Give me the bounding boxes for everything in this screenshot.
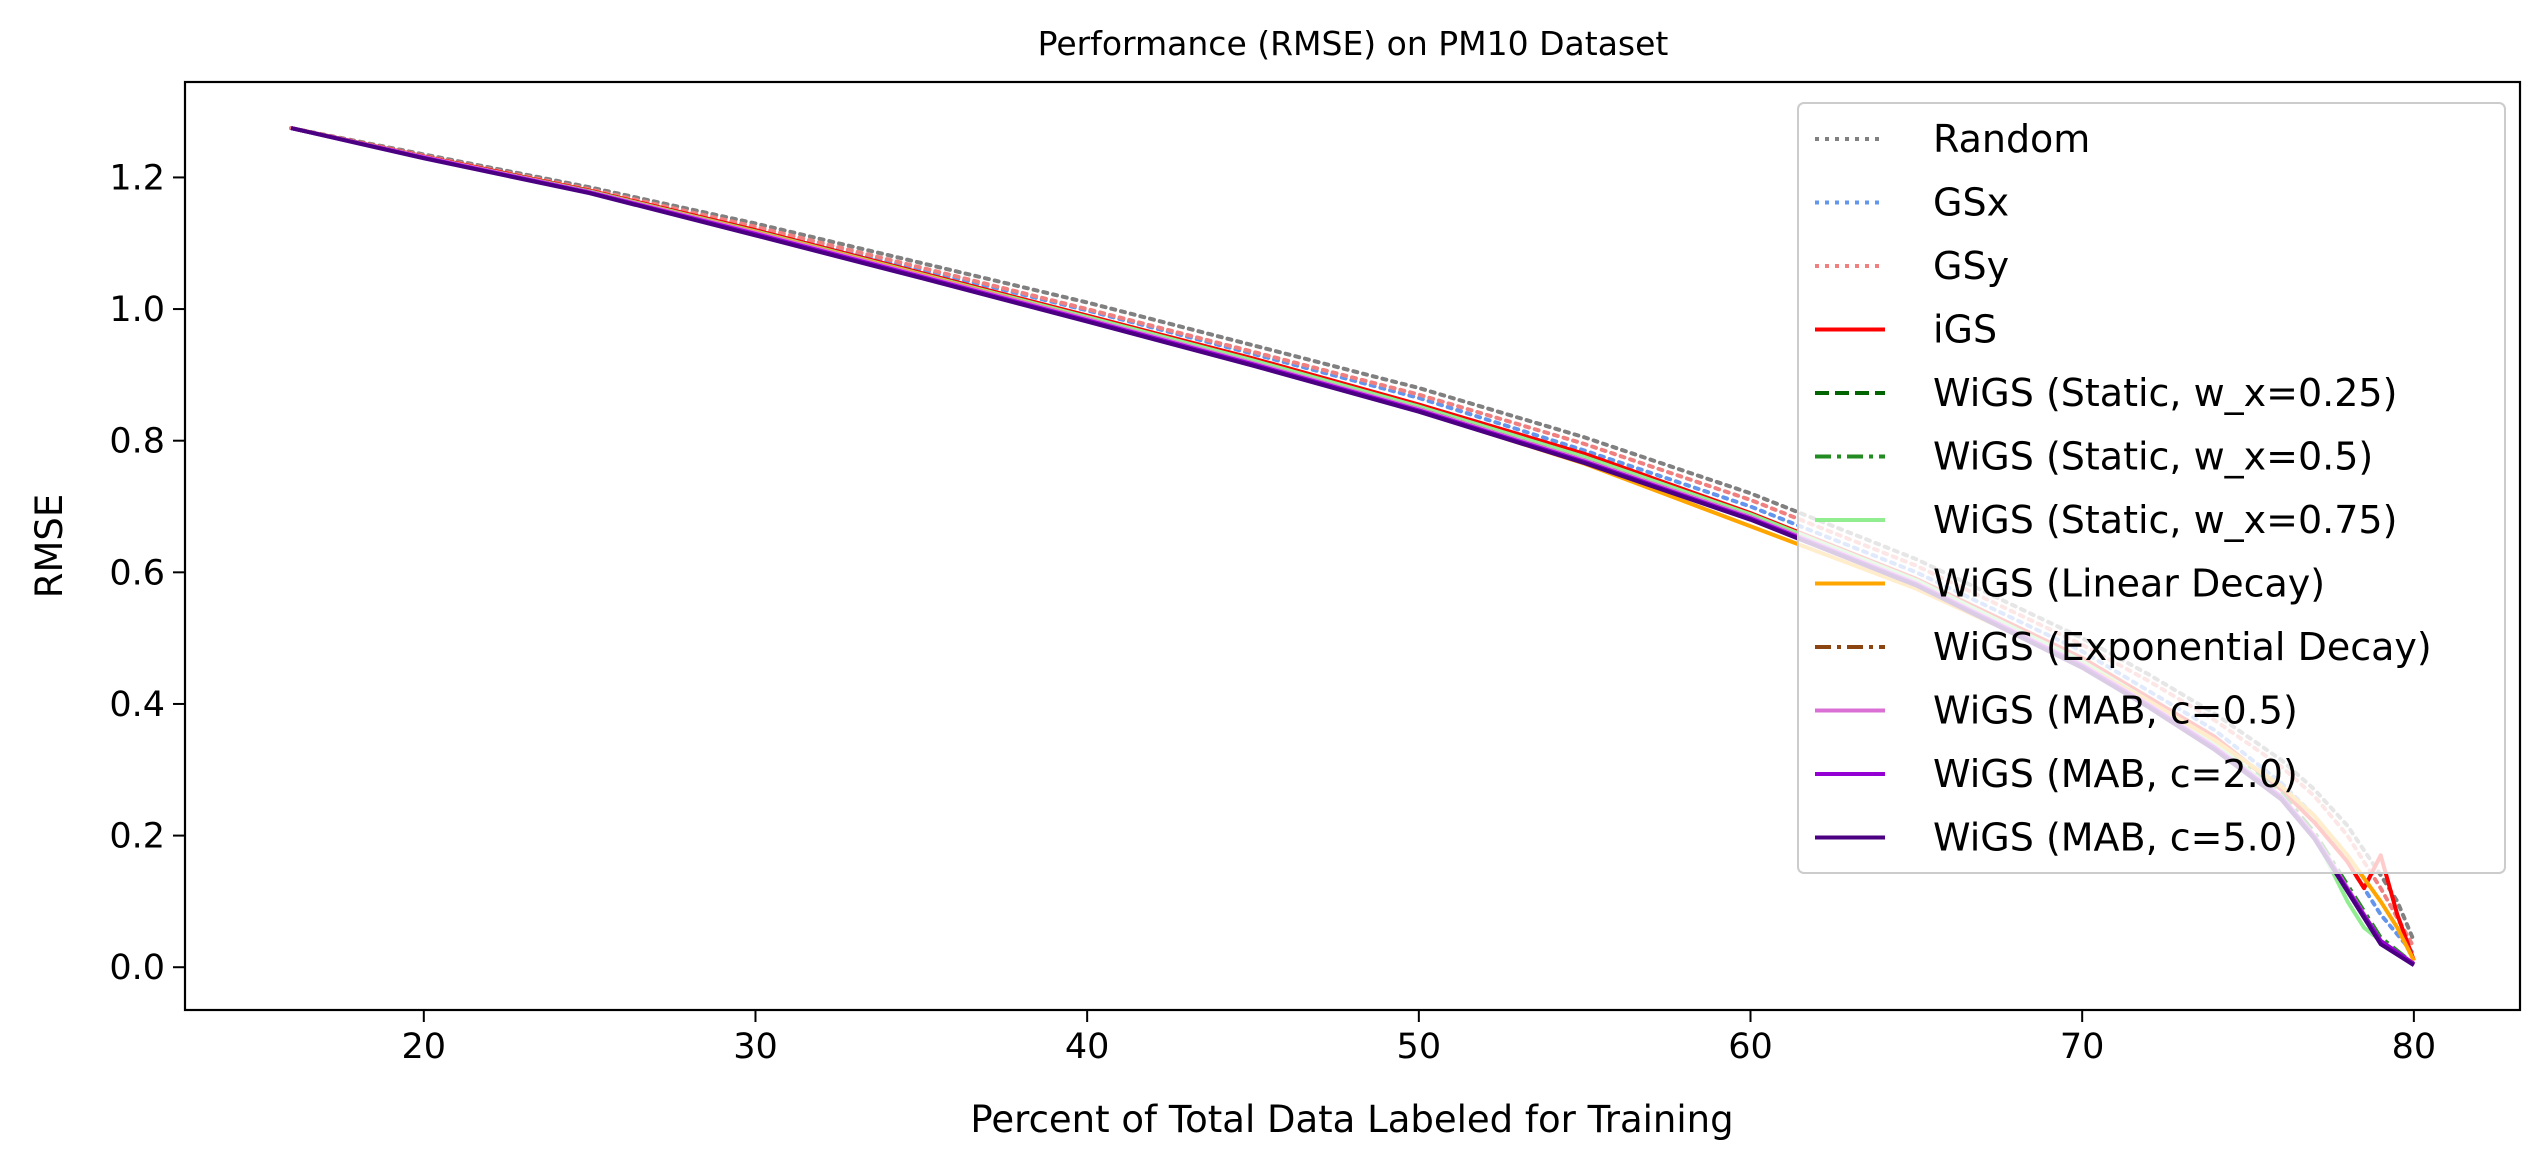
y-axis-label: RMSE <box>28 494 71 599</box>
x-axis: 20 30 40 50 60 70 80 <box>402 1010 2437 1067</box>
legend-label-3: GSy <box>1933 244 2009 288</box>
legend-label-8: WiGS (Linear Decay) <box>1933 562 2325 606</box>
plot-frame <box>183 80 2522 1012</box>
series-line-3 <box>289 126 2416 950</box>
y-tick-label: 1.0 <box>109 290 165 330</box>
legend-label-2: GSx <box>1933 181 2009 225</box>
chart-title: Performance (RMSE) on PM10 Dataset <box>1038 24 1669 63</box>
x-tick-label: 30 <box>733 1027 778 1067</box>
legend-label-6: WiGS (Static, w_x=0.5) <box>1933 435 2373 479</box>
legend-label-11: WiGS (MAB, c=2.0) <box>1933 752 2298 796</box>
x-tick-label: 80 <box>2392 1027 2437 1067</box>
legend-label-12: WiGS (MAB, c=5.0) <box>1933 816 2298 860</box>
y-tick-label: 0.4 <box>109 685 165 725</box>
y-tick-label: 1.2 <box>109 158 165 198</box>
legend: Random GSx GSy iGS WiGS (Static, w_x=0.25) Wi… <box>1797 102 2506 874</box>
legend-label-7: WiGS (Static, w_x=0.75) <box>1933 498 2397 542</box>
x-tick-label: 70 <box>2060 1027 2105 1067</box>
legend-label-4: iGS <box>1933 308 1997 352</box>
y-tick-label: 0.8 <box>109 422 165 462</box>
y-axis: 0.0 0.2 0.4 0.6 0.8 1.0 1.2 <box>109 158 185 988</box>
legend-items: Random GSx GSy iGS WiGS (Static, w_x=0.25) Wi… <box>1815 117 2432 860</box>
legend-label-1: Random <box>1933 117 2090 161</box>
x-tick-label: 60 <box>1728 1027 1773 1067</box>
x-tick-label: 20 <box>402 1027 447 1067</box>
y-tick-label: 0.0 <box>109 948 165 988</box>
legend-label-5: WiGS (Static, w_x=0.25) <box>1933 371 2397 415</box>
legend-frame <box>1797 102 2506 874</box>
x-tick-label: 40 <box>1065 1027 1110 1067</box>
x-tick-label: 50 <box>1397 1027 1442 1067</box>
legend-label-9: WiGS (Exponential Decay) <box>1933 625 2432 669</box>
y-tick-label: 0.2 <box>109 817 165 857</box>
y-tick-label: 0.6 <box>109 553 165 593</box>
x-axis-label: Percent of Total Data Labeled for Traini… <box>970 1098 1733 1141</box>
legend-label-10: WiGS (MAB, c=0.5) <box>1933 689 2298 733</box>
